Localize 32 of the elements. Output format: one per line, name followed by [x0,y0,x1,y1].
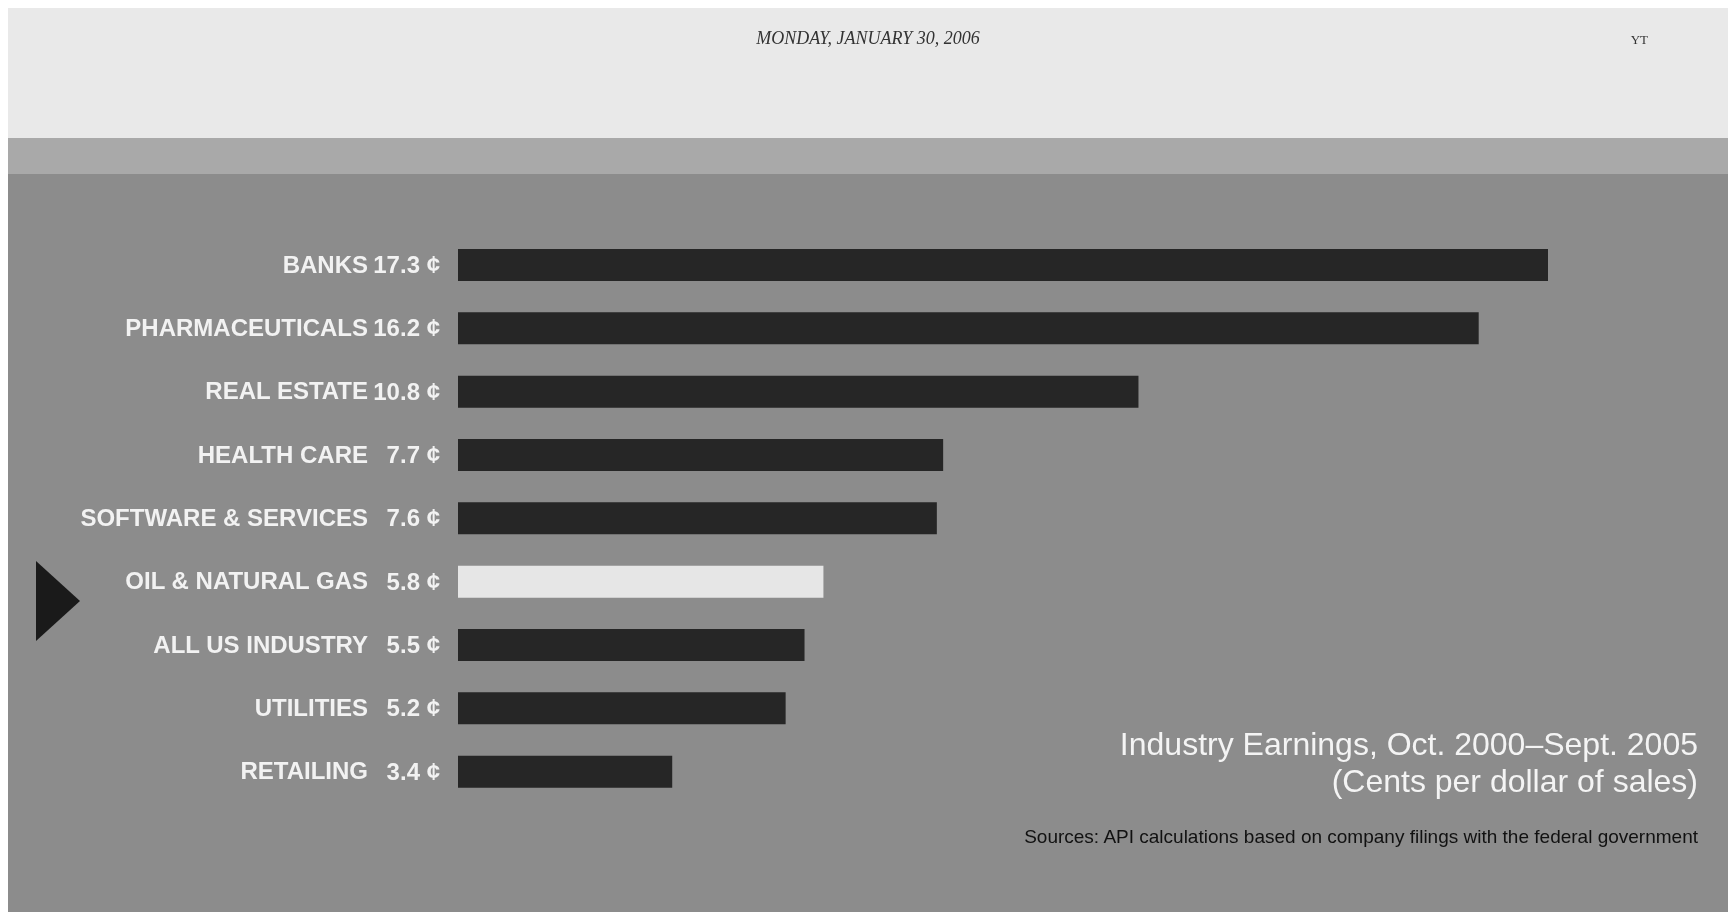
bar [458,249,1548,281]
text: Industry Earnings, Oct. 2000–Sept. 2005 [1119,726,1698,763]
y-tick-label: OIL & NATURAL GAS [125,567,368,595]
y-tick-label: RETAILING [240,757,368,785]
data-label: 16.2 ¢ [373,314,440,342]
bar [458,565,824,598]
text: MONDAY, JANUARY 30, 2006 [756,28,980,48]
data-label: 5.2 ¢ [386,694,440,722]
data-label: 17.3 ¢ [373,251,440,278]
data-label: 10.8 ¢ [373,377,440,405]
bar [458,629,805,661]
data-label: 3.4 ¢ [386,757,440,785]
y-tick-label: REAL ESTATE [205,377,368,405]
text: YT [1630,32,1648,48]
bar [458,312,1479,345]
data-label: 5.8 ¢ [386,567,440,595]
bar [458,439,944,471]
source-note: Sources: API calculations based on company filings with the federal government [1024,826,1698,848]
data-label: 7.7 ¢ [386,441,440,468]
bar [458,692,786,725]
y-tick-label: UTILITIES [254,694,368,721]
y-tick-label: SOFTWARE & SERVICES [80,504,368,531]
y-tick-label: HEALTH CARE [197,440,368,468]
data-label: 5.5 ¢ [386,631,440,658]
y-tick-label: PHARMACEUTICALS [125,314,368,341]
bar [458,502,937,535]
text: (Cents per dollar of sales) [1330,763,1698,800]
bar [458,375,1139,408]
data-label: 7.6 ¢ [386,504,440,532]
bar [458,755,673,788]
y-tick-label: BANKS [282,250,368,278]
y-tick-label: ALL US INDUSTRY [153,630,368,658]
